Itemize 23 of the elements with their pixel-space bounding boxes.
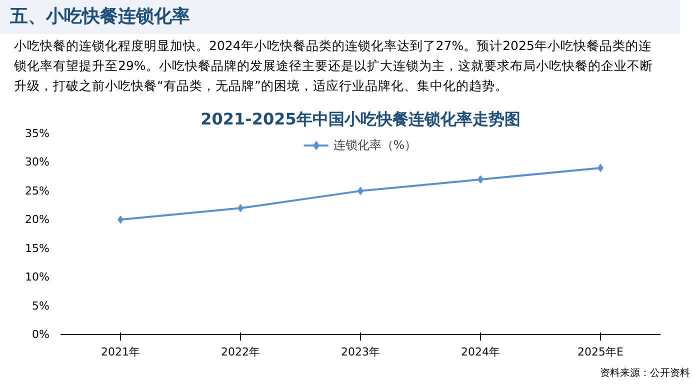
- x-tick-label: 2025年E: [578, 346, 624, 358]
- x-tick-label: 2024年: [461, 346, 500, 358]
- text: 五、小吃快餐连锁化率: [0, 0, 680, 34]
- x-tick-label: 2021年: [101, 346, 140, 358]
- y-tick-label: 35%: [25, 127, 50, 140]
- y-tick-label: 30%: [25, 156, 50, 169]
- point: [238, 204, 244, 212]
- point: [478, 175, 484, 184]
- x-tick-label: 2022年: [221, 346, 260, 358]
- text: 资料来源：公开资料: [599, 367, 690, 381]
- y-tick-label: 5%: [32, 299, 50, 312]
- y-tick-label: 15%: [25, 242, 50, 255]
- point: [598, 164, 604, 172]
- legend-label: 连锁化率（%）: [333, 136, 417, 154]
- y-tick-label: 25%: [25, 184, 50, 198]
- y-tick-label: 20%: [25, 213, 50, 226]
- x-tick-label: 2023年: [341, 346, 380, 358]
- y-tick-label: 10%: [25, 270, 50, 284]
- text: 小吃快餐的连锁化程度明显加快。2024年小吃快餐品类的连锁化率达到了27%。预计2025年小吃快餐品类的连锁化率有望提升至29%。小吃快餐品牌的发展途径主要还是以扩大连锁为主，这就要求布局小吃快餐的企业不断升级，打破之前小吃快餐“有品类，无品牌”的困境，适应行业品牌化、集中化的趋势。: [13, 37, 654, 95]
- point: [358, 186, 364, 195]
- y-tick-label: 0%: [32, 328, 50, 341]
- chart-title: 2021-2025年中国小吃快餐连锁化率走势图: [200, 110, 520, 128]
- point: [118, 216, 124, 224]
